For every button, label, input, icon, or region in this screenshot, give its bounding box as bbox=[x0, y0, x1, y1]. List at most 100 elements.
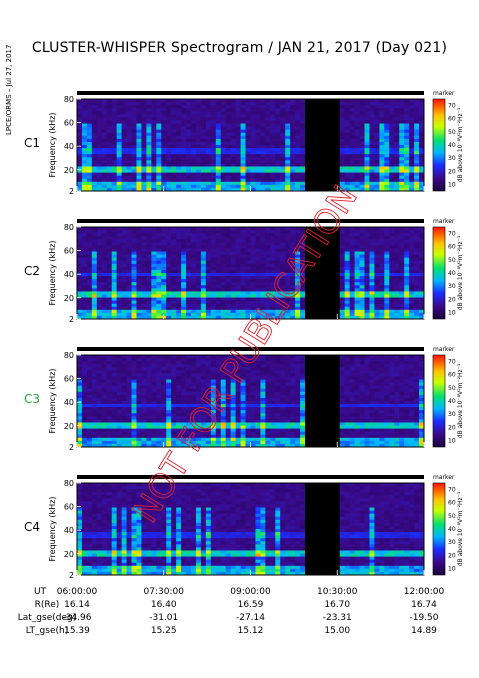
heatmap-cell bbox=[374, 117, 380, 121]
heatmap-cell bbox=[349, 291, 355, 295]
heatmap-cell bbox=[399, 181, 405, 186]
heatmap-cell bbox=[369, 135, 375, 140]
heatmap-cell bbox=[334, 251, 341, 255]
heatmap-cell bbox=[419, 251, 425, 255]
heatmap-cell bbox=[245, 276, 251, 280]
heatmap-cell bbox=[111, 236, 118, 240]
heatmap-cell bbox=[245, 248, 251, 252]
heatmap-cell bbox=[86, 376, 93, 380]
heatmap-cell bbox=[81, 407, 88, 411]
heatmap-cell bbox=[295, 242, 301, 246]
heatmap-cell bbox=[404, 273, 410, 277]
heatmap-cell bbox=[369, 303, 375, 308]
heatmap-cell bbox=[191, 309, 197, 314]
heatmap-cell bbox=[240, 242, 246, 246]
heatmap-cell bbox=[106, 138, 113, 143]
heatmap-cell bbox=[126, 242, 132, 246]
heatmap-cell bbox=[394, 257, 400, 262]
heatmap-cell bbox=[280, 120, 286, 124]
heatmap-cell bbox=[91, 251, 98, 255]
heatmap-cell bbox=[399, 120, 405, 124]
heatmap-cell bbox=[265, 242, 271, 246]
heatmap-cell bbox=[324, 154, 331, 158]
heatmap-cell bbox=[235, 251, 241, 255]
heatmap-cell bbox=[141, 242, 147, 246]
heatmap-cell bbox=[156, 178, 162, 183]
heatmap-cell bbox=[230, 315, 237, 320]
heatmap-cell bbox=[116, 184, 123, 189]
heatmap-cell bbox=[181, 138, 187, 143]
heatmap-cell bbox=[131, 102, 137, 106]
heatmap-cell bbox=[161, 373, 167, 377]
heatmap-cell bbox=[195, 276, 202, 280]
heatmap-cell bbox=[295, 102, 301, 106]
heatmap-cell bbox=[414, 123, 420, 127]
heatmap-cell bbox=[250, 276, 256, 280]
heatmap-cell bbox=[106, 440, 113, 445]
heatmap-cell bbox=[121, 123, 127, 127]
heatmap-cell bbox=[91, 401, 98, 405]
heatmap-cell bbox=[419, 245, 425, 249]
heatmap-cell bbox=[359, 279, 365, 283]
heatmap-cell bbox=[215, 315, 222, 320]
heatmap-cell bbox=[195, 355, 202, 359]
heatmap-cell bbox=[186, 148, 192, 152]
heatmap-cell bbox=[260, 157, 266, 161]
heatmap-cell bbox=[191, 242, 197, 246]
heatmap-cell bbox=[404, 282, 410, 286]
heatmap-cell bbox=[265, 138, 271, 143]
heatmap-cell bbox=[364, 108, 370, 112]
heatmap-cell bbox=[419, 260, 425, 265]
heatmap-cell bbox=[111, 285, 118, 289]
heatmap-cell bbox=[116, 129, 123, 134]
heatmap-cell bbox=[389, 294, 395, 298]
heatmap-cell bbox=[186, 129, 192, 134]
heatmap-cell bbox=[171, 376, 177, 380]
heatmap-cell bbox=[106, 419, 113, 423]
heatmap-cell bbox=[359, 315, 365, 320]
heatmap-cell bbox=[156, 169, 162, 173]
heatmap-cell bbox=[275, 248, 281, 252]
heatmap-cell bbox=[250, 184, 256, 189]
heatmap-cell bbox=[116, 355, 123, 359]
heatmap-cell bbox=[255, 135, 261, 140]
heatmap-cell bbox=[255, 111, 261, 115]
heatmap-cell bbox=[349, 245, 355, 249]
heatmap-cell bbox=[166, 379, 172, 383]
y-tick-label: 60 bbox=[64, 119, 74, 128]
heatmap-cell bbox=[176, 266, 182, 271]
heatmap-cell bbox=[285, 175, 291, 180]
heatmap-cell bbox=[171, 236, 177, 240]
heatmap-cell bbox=[215, 166, 222, 170]
heatmap-cell bbox=[319, 148, 326, 152]
colorbar-tick-label: 10 bbox=[448, 309, 456, 316]
heatmap-cell bbox=[81, 309, 88, 314]
heatmap-cell bbox=[319, 114, 326, 118]
heatmap-cell bbox=[309, 303, 316, 308]
heatmap-cell bbox=[374, 260, 380, 265]
heatmap-cell bbox=[121, 428, 127, 433]
heatmap-cell bbox=[111, 132, 118, 137]
heatmap-cell bbox=[156, 172, 162, 177]
heatmap-cell bbox=[77, 105, 83, 109]
heatmap-cell bbox=[81, 370, 88, 374]
heatmap-cell bbox=[96, 404, 103, 408]
heatmap-cell bbox=[290, 236, 296, 240]
heatmap-cell bbox=[141, 437, 147, 442]
heatmap-cell bbox=[161, 239, 167, 243]
heatmap-cell bbox=[359, 117, 365, 121]
heatmap-cell bbox=[364, 294, 370, 298]
heatmap-cell bbox=[106, 285, 113, 289]
heatmap-cell bbox=[146, 315, 152, 320]
heatmap-cell bbox=[255, 248, 261, 252]
heatmap-cell bbox=[384, 108, 390, 112]
heatmap-cell bbox=[270, 263, 276, 268]
heatmap-cell bbox=[171, 266, 177, 271]
heatmap-cell bbox=[181, 297, 187, 301]
heatmap-cell bbox=[181, 108, 187, 112]
heatmap-cell bbox=[225, 111, 232, 115]
heatmap-cell bbox=[131, 266, 137, 271]
heatmap-cell bbox=[156, 294, 162, 298]
heatmap-cell bbox=[235, 227, 241, 231]
heatmap-cell bbox=[265, 105, 271, 109]
